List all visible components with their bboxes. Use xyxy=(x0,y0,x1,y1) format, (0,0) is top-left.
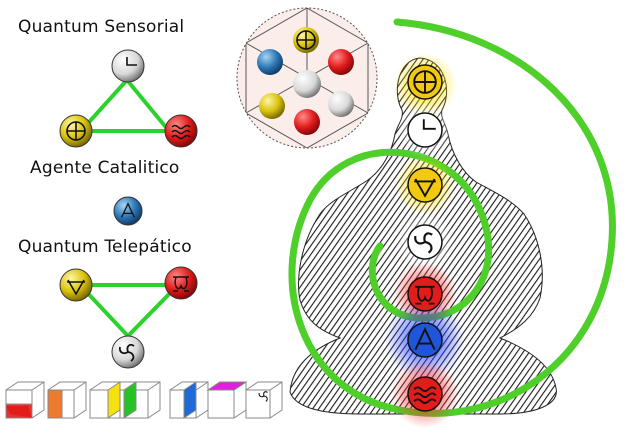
cube-orange xyxy=(47,381,87,419)
cube-magenta xyxy=(206,381,248,419)
telepatico-left-sphere xyxy=(59,268,93,302)
sensorial-left-sphere xyxy=(59,114,93,148)
chakra-root xyxy=(407,376,443,412)
telepatico-triangle xyxy=(75,283,183,339)
chakra-crown xyxy=(407,64,443,100)
sensorial-right-sphere xyxy=(164,114,198,148)
cross-circle-icon xyxy=(413,70,437,94)
cube-blue xyxy=(169,381,209,419)
chakra-throat xyxy=(407,167,443,203)
sensorial-triangle xyxy=(76,76,174,133)
chakra-sacral xyxy=(407,322,443,358)
chakra-column xyxy=(385,53,465,428)
heading-quantum-telepatico: Quantum Telepático xyxy=(18,237,192,257)
cube-triskelion-icon xyxy=(258,391,269,402)
cube-symbol xyxy=(245,381,283,419)
heading-quantum-sensorial: Quantum Sensorial xyxy=(18,17,185,37)
chakra-third-eye xyxy=(407,112,443,148)
energy-spiral xyxy=(288,18,616,417)
chakra-heart xyxy=(407,224,443,260)
telepatico-bottom-sphere xyxy=(111,335,145,369)
heading-agente-catalitico: Agente Catalitico xyxy=(30,158,180,178)
cube-yellow-green xyxy=(89,381,161,419)
cube-red xyxy=(5,381,45,419)
cross-circle-icon xyxy=(66,121,86,141)
chakra-solar xyxy=(407,276,443,312)
telepatico-right-sphere xyxy=(164,266,198,300)
sphere-cube-circle xyxy=(236,7,378,149)
sensorial-top-sphere xyxy=(111,49,145,83)
cube-row xyxy=(5,381,283,419)
catalitico-sphere xyxy=(113,196,143,226)
